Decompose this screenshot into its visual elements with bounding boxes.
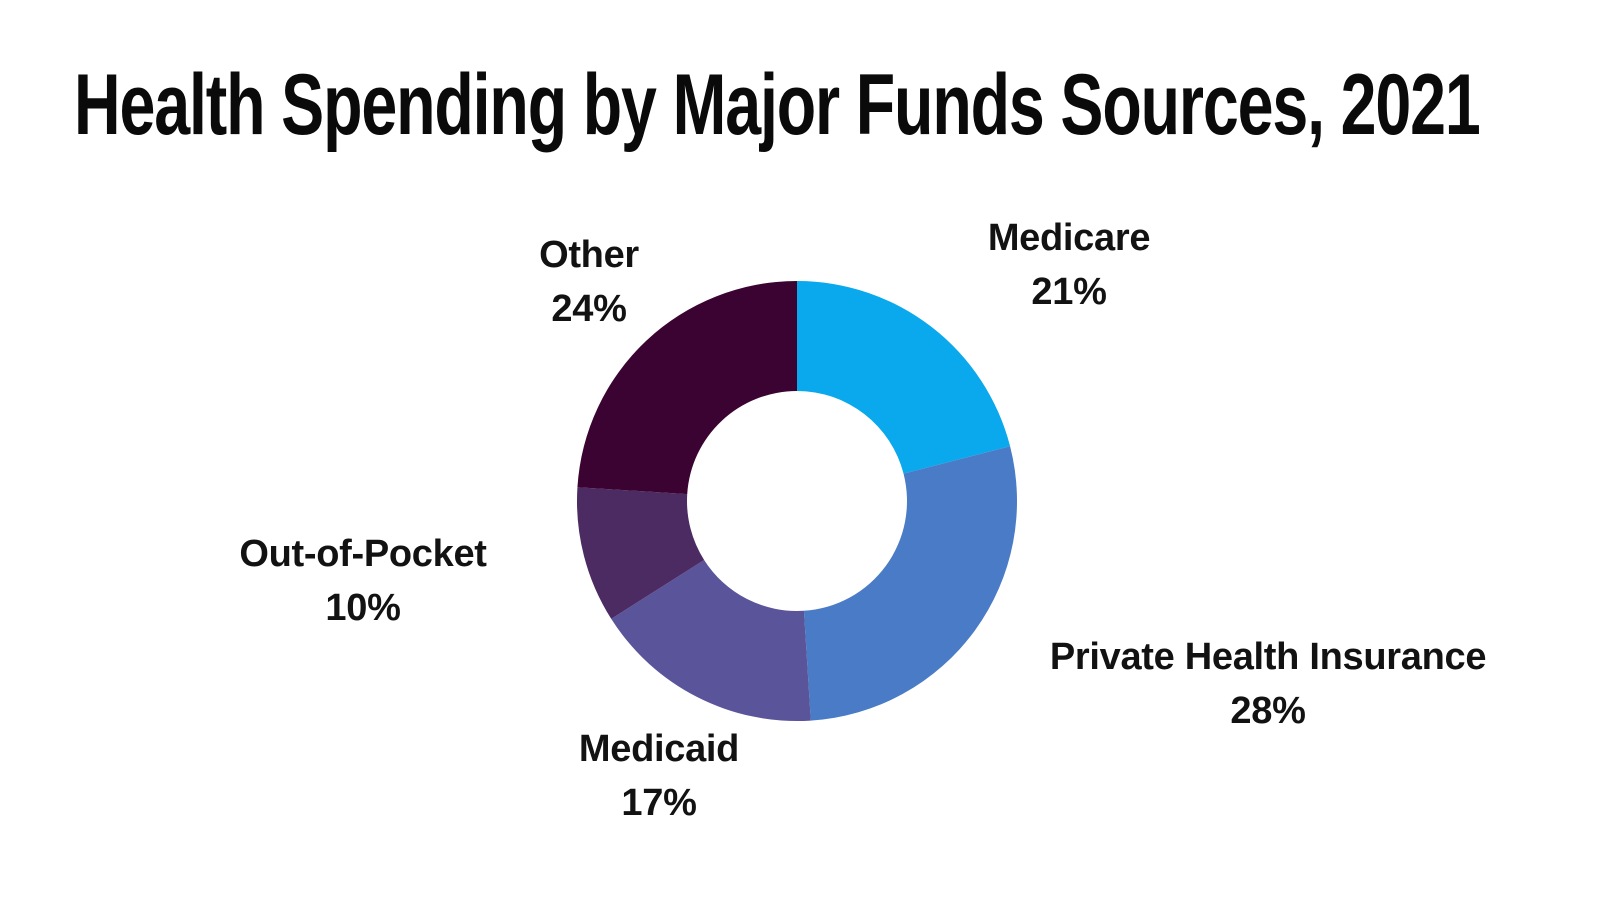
slice-label-medicare-value: 21%: [1031, 271, 1107, 313]
slice-label-medicaid-value: 17%: [621, 782, 697, 824]
donut-slice-medicare: [797, 281, 1011, 474]
slice-label-private-health-insurance-value: 28%: [1230, 690, 1306, 732]
slice-label-medicaid: Medicaid 17%: [578, 722, 740, 830]
slice-label-out-of-pocket-value: 10%: [325, 587, 401, 629]
slice-label-other-value: 24%: [551, 288, 627, 330]
slice-label-out-of-pocket-name: Out-of-Pocket: [239, 533, 487, 575]
slice-label-medicare-name: Medicare: [987, 217, 1151, 259]
slice-label-medicaid-name: Medicaid: [578, 728, 740, 770]
donut-slice-medicaid: [611, 559, 811, 722]
donut-slice-other: [577, 281, 797, 495]
donut-slice-private-health-insurance: [803, 446, 1018, 721]
slice-label-medicare: Medicare 21%: [987, 211, 1151, 319]
slice-label-out-of-pocket: Out-of-Pocket 10%: [239, 527, 487, 635]
slice-label-other-name: Other: [539, 234, 639, 276]
chart-title: Health Spending by Major Funds Sources, …: [74, 57, 1481, 153]
slice-label-private-health-insurance-name: Private Health Insurance: [1049, 636, 1487, 678]
donut-slice-out-of-pocket: [576, 487, 705, 619]
slice-label-private-health-insurance: Private Health Insurance 28%: [1049, 630, 1487, 738]
slice-label-other: Other 24%: [539, 228, 639, 336]
